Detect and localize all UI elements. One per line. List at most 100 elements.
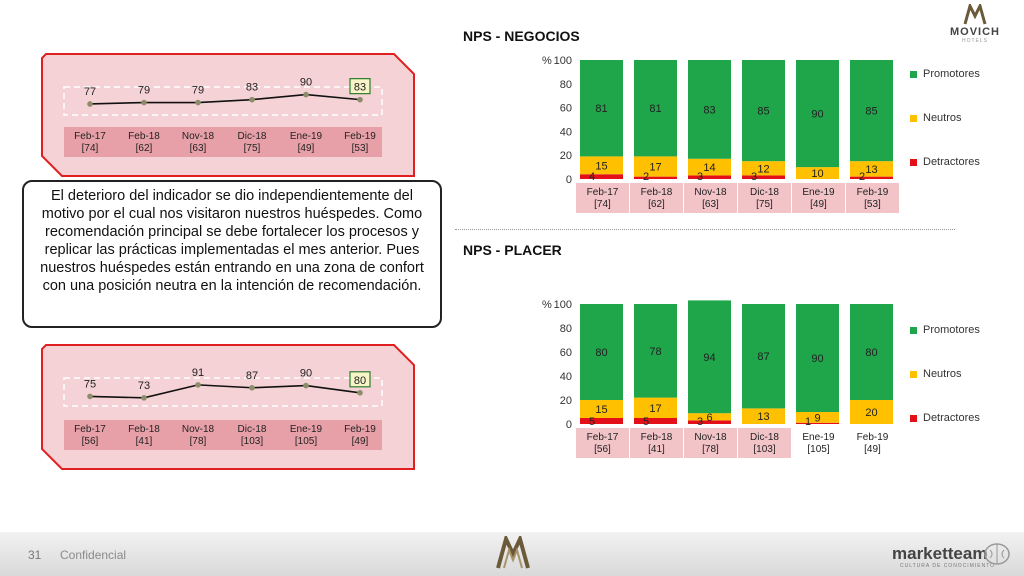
insight-note: El deterioro del indicador se dio indepe…	[22, 180, 442, 328]
y-tick-label: 100	[554, 299, 572, 311]
category-band	[792, 428, 845, 458]
bar-segment-promotores	[796, 60, 839, 168]
bar-value-label: 90	[811, 353, 823, 365]
bar-value-label: 15	[595, 160, 607, 172]
bar-segment-promotores	[850, 304, 893, 400]
x-tick-n-label: [105]	[295, 436, 317, 447]
legend-item-detractores: Detractores	[910, 156, 980, 168]
data-point	[249, 96, 255, 103]
promotores-swatch-icon	[910, 326, 917, 334]
bar-segment-detractores	[580, 174, 623, 179]
x-tick-n-label: [75]	[244, 143, 261, 154]
y-tick-label: 20	[560, 395, 572, 407]
data-label: 73	[138, 380, 150, 392]
bar-segment-promotores	[580, 60, 623, 157]
bar-segment-detractores	[634, 176, 677, 179]
y-tick-label: 80	[560, 79, 572, 91]
placer-legend: Promotores Neutros Detractores	[910, 324, 980, 456]
x-tick-n-label: [49]	[864, 444, 881, 455]
y-tick-label: 0	[566, 419, 572, 431]
negocios-line-chart: 77 79 79 83 90 83 Feb-17[74] Feb-18[62] Nov-18[6…	[41, 53, 415, 177]
bar-segment-neutros	[634, 156, 677, 177]
category-band	[576, 183, 629, 213]
bar-value-label: 6	[706, 412, 712, 424]
x-tick-n-label: [74]	[594, 199, 611, 210]
series-bounds	[63, 86, 383, 116]
legend-item-detractores: Detractores	[910, 412, 980, 424]
bar-value-label: 3	[697, 416, 703, 428]
x-tick-label: Ene-19	[802, 187, 835, 198]
category-band	[684, 428, 737, 458]
bar-value-label: 85	[757, 106, 769, 118]
highlight-box	[349, 78, 371, 95]
legend-item-neutros: Neutros	[910, 112, 980, 124]
legend-label: Detractores	[923, 156, 980, 168]
marketteam-logo: marketteam	[892, 544, 988, 563]
bar-value-label: 13	[757, 411, 769, 423]
bar-segment-neutros	[688, 158, 731, 176]
panel-frame	[41, 344, 415, 470]
axis-label-band	[64, 127, 382, 157]
promotores-swatch-icon	[910, 70, 917, 78]
bar-segment-neutros	[742, 161, 785, 176]
data-label: 83	[354, 82, 366, 94]
neutros-swatch-icon	[910, 114, 917, 122]
bar-value-label: 14	[703, 162, 715, 174]
section-divider	[455, 229, 955, 230]
bar-segment-promotores	[688, 300, 731, 414]
x-tick-n-label: [75]	[756, 199, 773, 210]
data-point	[303, 91, 309, 98]
bar-segment-promotores	[634, 60, 677, 157]
bar-segment-promotores	[742, 304, 785, 409]
bar-value-label: 5	[643, 416, 649, 428]
data-point	[141, 395, 147, 401]
confidential-label: Confidencial	[60, 548, 127, 562]
y-tick-label: 40	[560, 371, 572, 383]
bar-segment-neutros	[634, 397, 677, 418]
x-tick-label: Ene-19	[802, 432, 835, 443]
bar-value-label: 2	[643, 171, 649, 183]
legend-label: Promotores	[923, 324, 980, 336]
x-tick-label: Feb-17	[74, 424, 106, 435]
y-tick-label: 60	[560, 103, 572, 115]
bar-value-label: 15	[595, 404, 607, 416]
x-tick-label: Feb-18	[641, 187, 673, 198]
bar-value-label: 5	[589, 416, 595, 428]
bar-segment-promotores	[850, 60, 893, 162]
detractores-swatch-icon	[910, 414, 917, 422]
x-tick-n-label: [105]	[807, 444, 829, 455]
bar-segment-detractores	[688, 175, 731, 179]
data-point	[357, 96, 363, 103]
x-tick-label: Feb-19	[344, 424, 376, 435]
bar-segment-detractores	[580, 418, 623, 424]
bar-segment-detractores	[796, 422, 839, 424]
negocios-title: NPS - NEGOCIOS	[463, 28, 580, 44]
data-point	[87, 101, 93, 107]
data-label: 80	[354, 375, 366, 387]
brain-icon	[984, 543, 1010, 565]
bar-segment-neutros	[580, 156, 623, 175]
bar-segment-detractores	[742, 175, 785, 179]
page-number: 31	[28, 548, 42, 562]
x-tick-n-label: [62]	[648, 199, 665, 210]
x-tick-label: Feb-18	[641, 432, 673, 443]
data-point	[249, 384, 255, 391]
x-tick-label: Nov-18	[182, 424, 215, 435]
data-point	[141, 99, 147, 106]
category-band	[738, 428, 791, 458]
bar-segment-neutros	[796, 412, 839, 423]
negocios-line-panel: 77 79 79 83 90 83 Feb-17 [74] Feb-18 [62] Nov-18 [6…	[40, 52, 416, 178]
legend-item-neutros: Neutros	[910, 368, 980, 380]
detractores-swatch-icon	[910, 158, 917, 166]
x-tick-n-label: [103]	[753, 444, 775, 455]
data-label: 90	[300, 368, 312, 380]
data-label: 79	[192, 85, 204, 97]
bar-value-label: 2	[859, 171, 865, 183]
x-tick-n-label: [53]	[352, 143, 369, 154]
negocios-legend: Promotores Neutros Detractores	[910, 68, 980, 200]
bar-value-label: 10	[811, 168, 823, 180]
x-tick-n-label: [41]	[648, 444, 665, 455]
bar-segment-promotores	[688, 60, 731, 159]
bar-segment-neutros	[580, 400, 623, 418]
category-band	[630, 183, 683, 213]
